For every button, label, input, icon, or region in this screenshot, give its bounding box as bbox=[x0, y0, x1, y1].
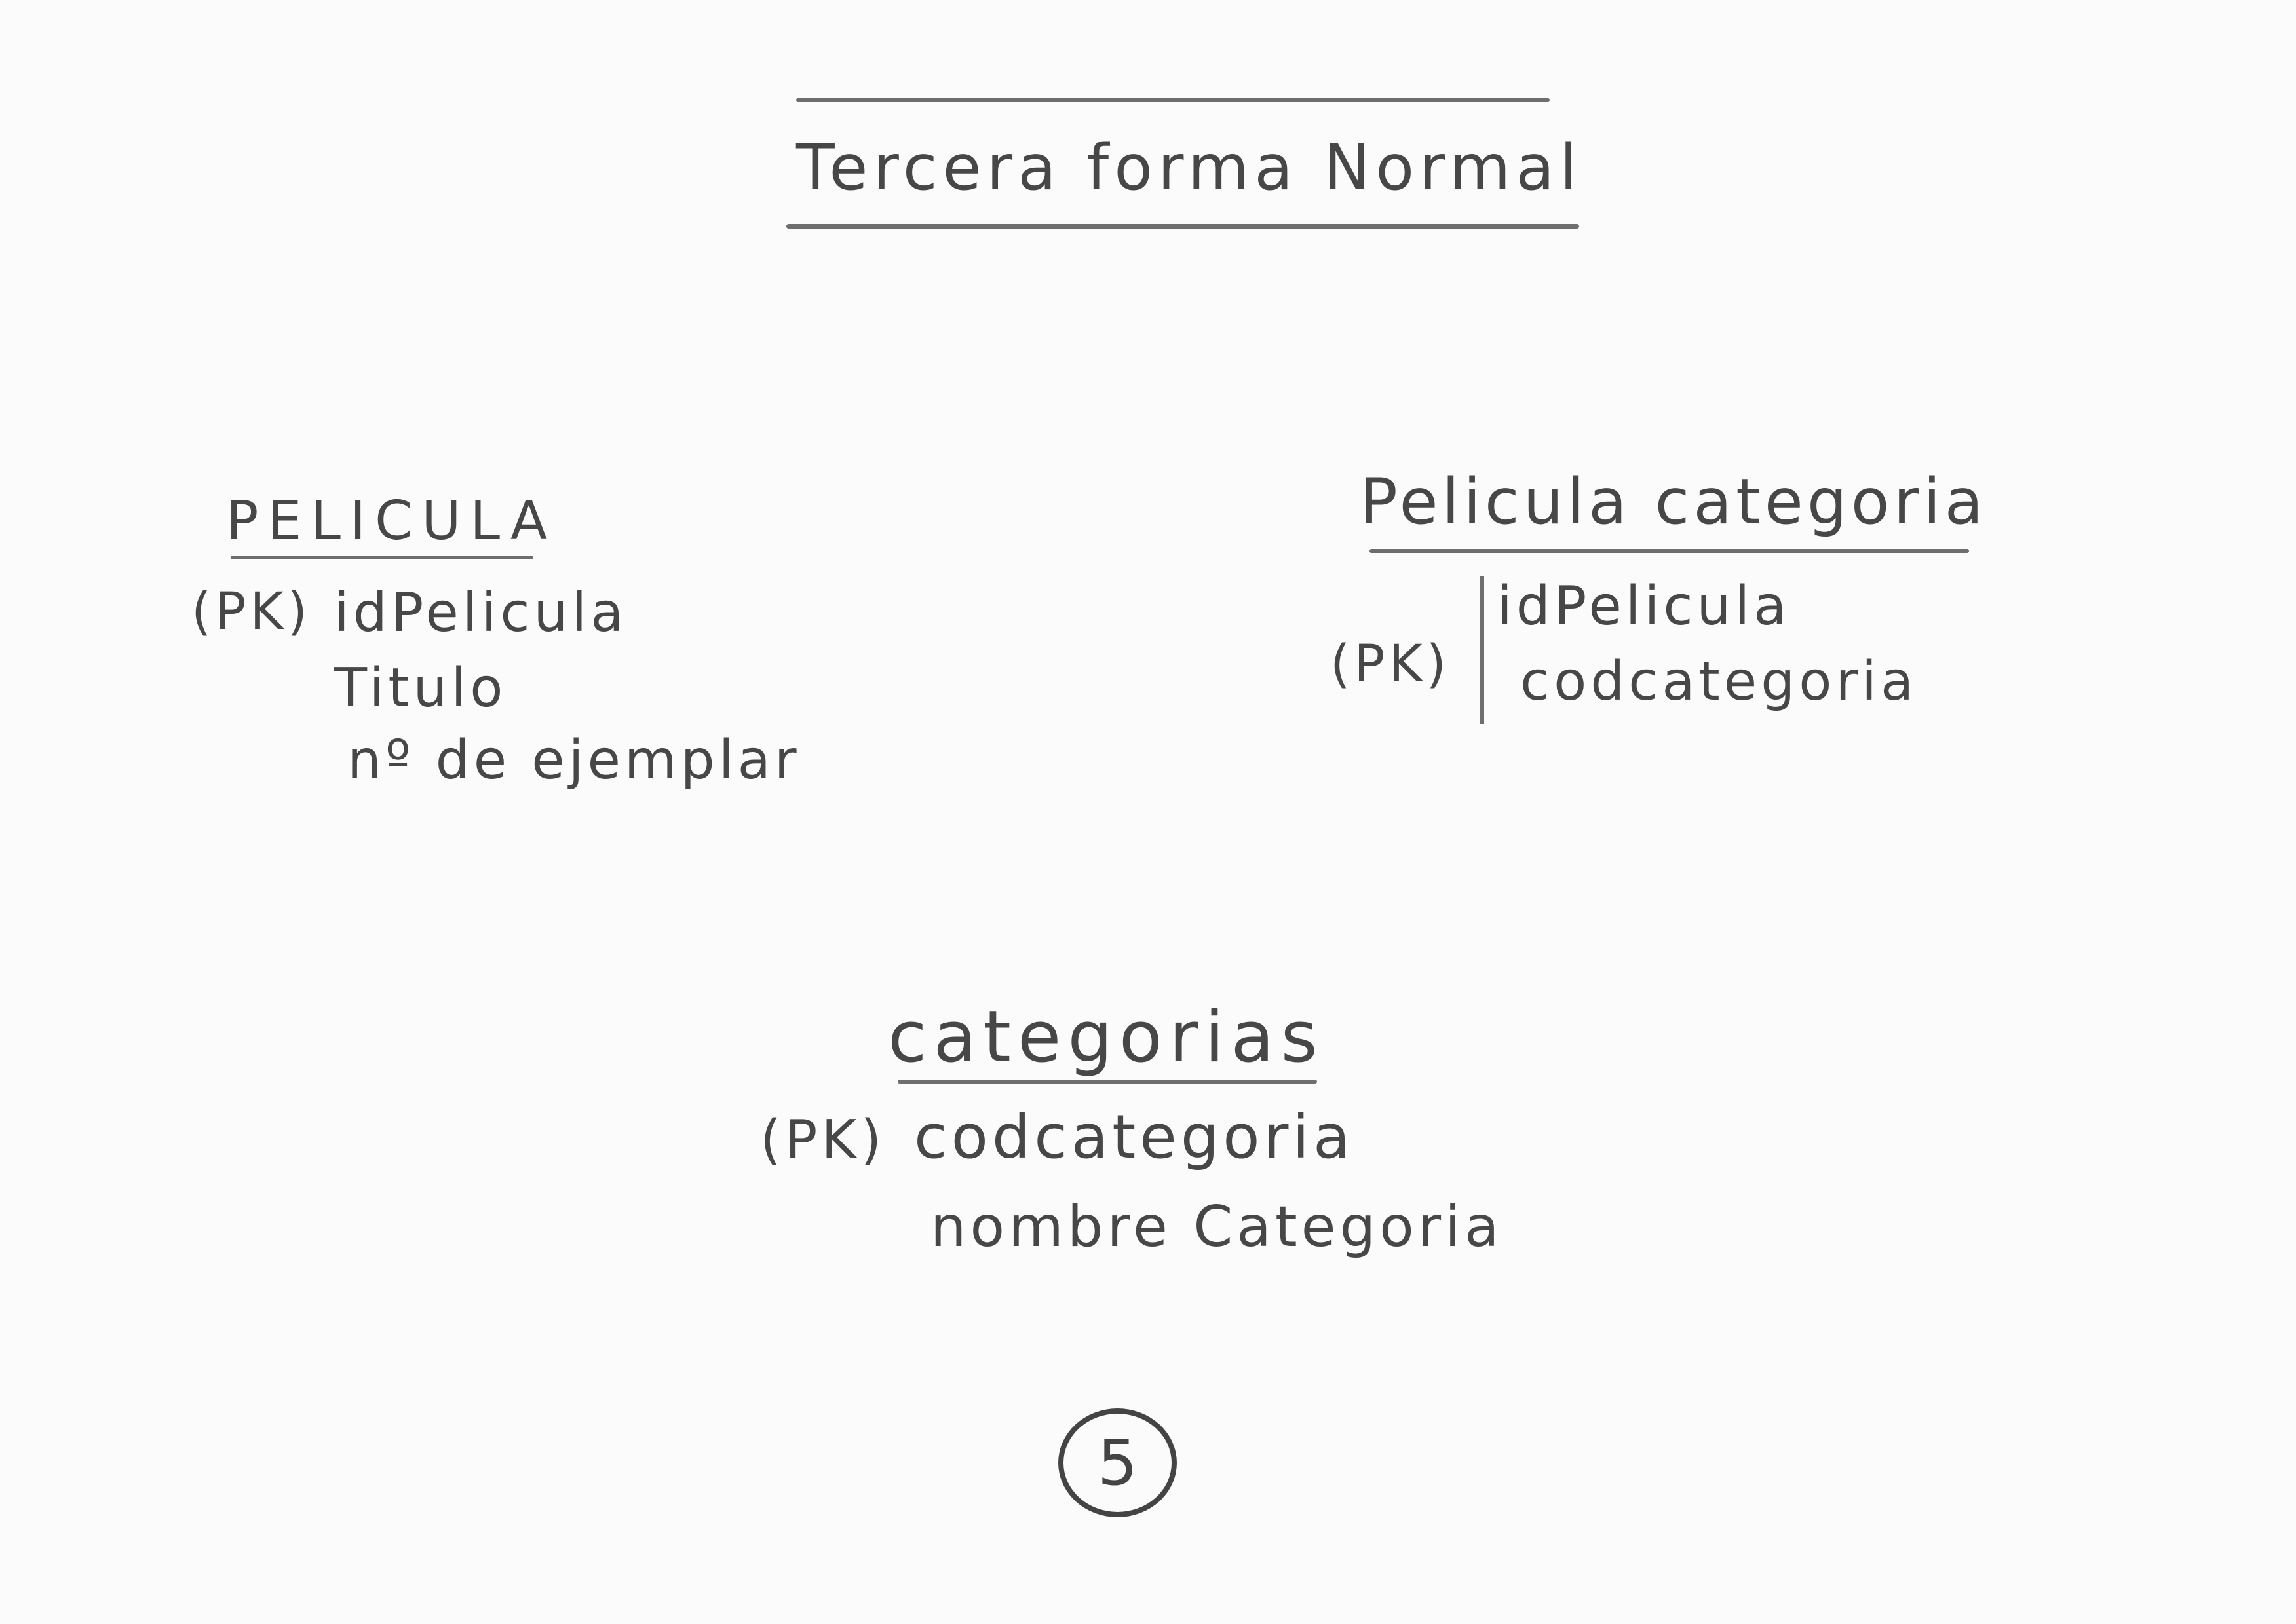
entity-name: categorias bbox=[888, 996, 1324, 1078]
attribute: nº de ejemplar bbox=[347, 729, 801, 791]
attribute: nombre Categoria bbox=[930, 1194, 1503, 1260]
pk-marker: (PK) bbox=[760, 1109, 886, 1171]
entity-name: Pelicula categoria bbox=[1360, 465, 1987, 538]
attribute: codcategoria bbox=[1520, 651, 1918, 713]
entity-name-underline bbox=[898, 1080, 1317, 1084]
title-overline bbox=[796, 98, 1550, 102]
page-number-circle: 5 bbox=[1058, 1408, 1177, 1517]
attribute: idPelicula bbox=[334, 582, 628, 644]
page-number: 5 bbox=[1097, 1426, 1138, 1500]
composite-key-brace bbox=[1480, 576, 1484, 724]
entity-name: PELICULA bbox=[226, 490, 557, 552]
entity-name-underline bbox=[1369, 549, 1969, 553]
attribute: codcategoria bbox=[914, 1102, 1354, 1172]
entity-name-underline bbox=[231, 556, 533, 559]
attribute: Titulo bbox=[334, 657, 507, 719]
attribute: idPelicula bbox=[1497, 575, 1791, 637]
pk-marker: (PK) bbox=[191, 582, 312, 641]
pk-marker: (PK) bbox=[1330, 635, 1451, 694]
page-title: Tercera forma Normal bbox=[796, 131, 1582, 204]
title-underline bbox=[786, 224, 1579, 229]
